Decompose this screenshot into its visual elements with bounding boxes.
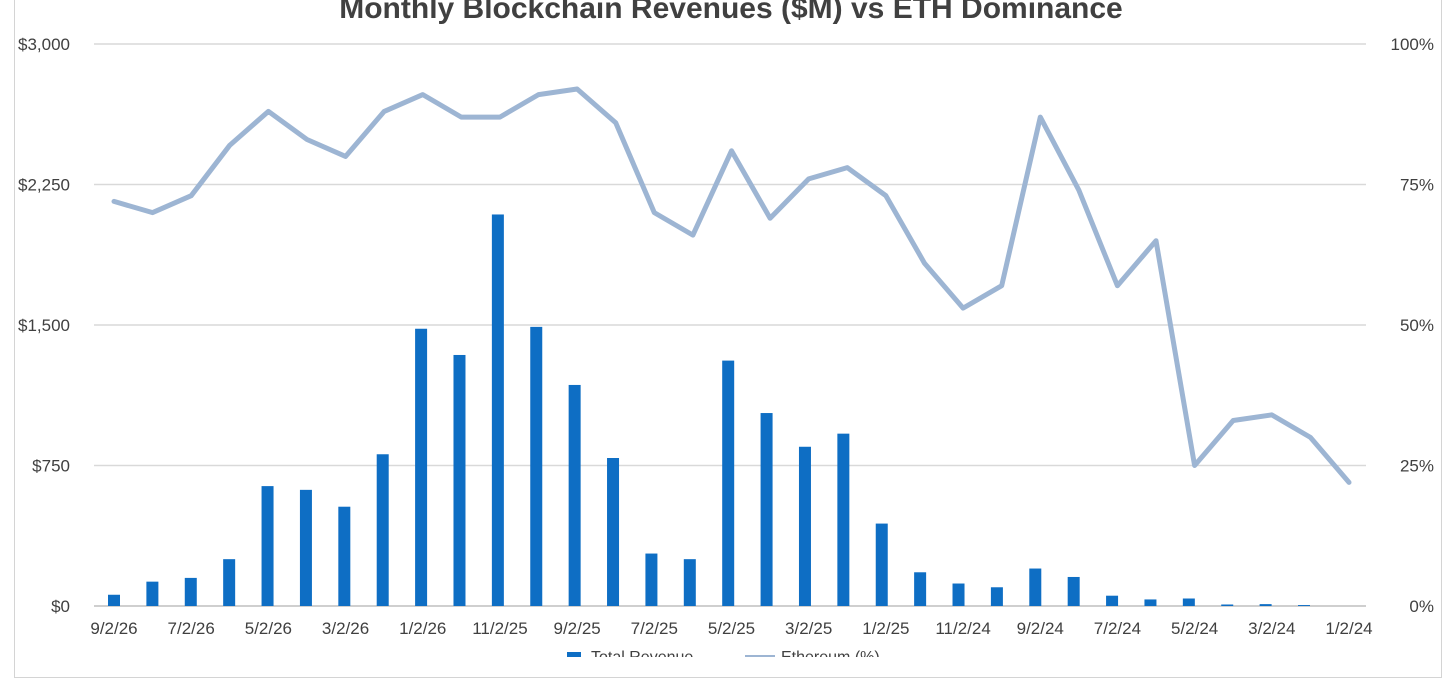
x-tick-label: 7/2/25	[631, 619, 678, 638]
revenue-bar	[376, 454, 389, 606]
x-tick-label: 3/2/25	[785, 619, 832, 638]
y-left-tick-label: $3,000	[18, 35, 70, 54]
x-tick-label: 9/2/26	[90, 619, 137, 638]
revenue-bar	[223, 559, 236, 606]
revenue-bar	[415, 328, 428, 606]
x-tick-label: 1/2/24	[1325, 619, 1372, 638]
revenue-bar	[1144, 599, 1157, 606]
revenue-bar	[1221, 604, 1234, 606]
x-tick-label: 9/2/25	[553, 619, 600, 638]
revenue-bar	[491, 214, 504, 606]
revenue-bar	[645, 553, 658, 606]
revenue-bar	[1029, 568, 1042, 606]
legend-label-ethereum: Ethereum (%)	[781, 649, 880, 657]
x-tick-label: 5/2/24	[1171, 619, 1218, 638]
revenue-bar	[875, 523, 888, 606]
revenue-bar	[1067, 576, 1080, 606]
revenue-bar	[1259, 604, 1272, 606]
x-tick-label: 1/2/25	[862, 619, 909, 638]
y-left-tick-label: $750	[32, 457, 70, 476]
x-tick-label: 3/2/24	[1248, 619, 1295, 638]
eth-dominance-line	[111, 86, 1352, 485]
eth-dominance-polyline	[111, 86, 1352, 485]
revenue-bar	[1182, 598, 1195, 606]
x-axis-labels: 9/2/26 7/2/26 5/2/26 3/2/26 1/2/26 11/2/25 9/2…	[90, 619, 1372, 638]
x-tick-label: 5/2/26	[245, 619, 292, 638]
revenue-bar	[683, 559, 696, 606]
revenue-bar	[299, 489, 312, 606]
revenue-bar	[530, 326, 543, 606]
chart-canvas: Monthly Blockchain Revenues ($M) vs ETH …	[18, 0, 1434, 657]
revenue-bar	[1298, 605, 1310, 606]
y-right-tick-label: 50%	[1400, 316, 1434, 335]
x-tick-label: 7/2/26	[168, 619, 215, 638]
revenue-bar	[338, 506, 351, 606]
revenue-bar	[261, 486, 274, 606]
x-tick-label: 3/2/26	[322, 619, 369, 638]
x-tick-label: 11/2/25	[472, 619, 527, 638]
revenue-bar	[607, 458, 620, 606]
x-tick-label: 1/2/26	[399, 619, 446, 638]
chart-title: Monthly Blockchain Revenues ($M) vs ETH …	[339, 0, 1123, 25]
revenue-bar	[108, 594, 120, 606]
legend: Total Revenue Ethereum (%)	[567, 649, 880, 657]
revenue-bar	[990, 587, 1003, 606]
revenue-bar	[837, 433, 850, 606]
revenue-bar	[453, 354, 466, 606]
y-left-tick-label: $2,250	[18, 176, 70, 195]
y-left-tick-label: $1,500	[18, 316, 70, 335]
x-tick-label: 5/2/25	[708, 619, 755, 638]
y-right-tick-label: 25%	[1400, 457, 1434, 476]
x-tick-label: 7/2/24	[1094, 619, 1141, 638]
x-tick-label: 11/2/24	[935, 619, 990, 638]
legend-swatch-total-revenue	[567, 652, 581, 657]
legend-label-total-revenue: Total Revenue	[591, 649, 693, 657]
revenue-bar	[760, 413, 773, 606]
x-tick-label: 9/2/24	[1017, 619, 1064, 638]
y-axis-right-labels: 0% 25% 50% 75% 100%	[1391, 35, 1434, 616]
y-right-tick-label: 75%	[1400, 176, 1434, 195]
y-right-tick-label: 100%	[1391, 35, 1434, 54]
revenue-bar	[798, 446, 811, 606]
y-right-tick-label: 0%	[1409, 597, 1434, 616]
revenue-bar	[568, 384, 581, 606]
revenue-bar	[952, 583, 965, 606]
revenue-bar	[722, 360, 735, 606]
revenue-bar	[914, 572, 927, 606]
y-axis-left-labels: $0 $750 $1,500 $2,250 $3,000	[18, 35, 70, 616]
revenue-bar	[1106, 595, 1119, 606]
revenue-bar	[184, 577, 197, 606]
revenue-bar	[146, 581, 159, 606]
y-left-tick-label: $0	[51, 597, 70, 616]
revenue-bars	[108, 214, 1310, 606]
